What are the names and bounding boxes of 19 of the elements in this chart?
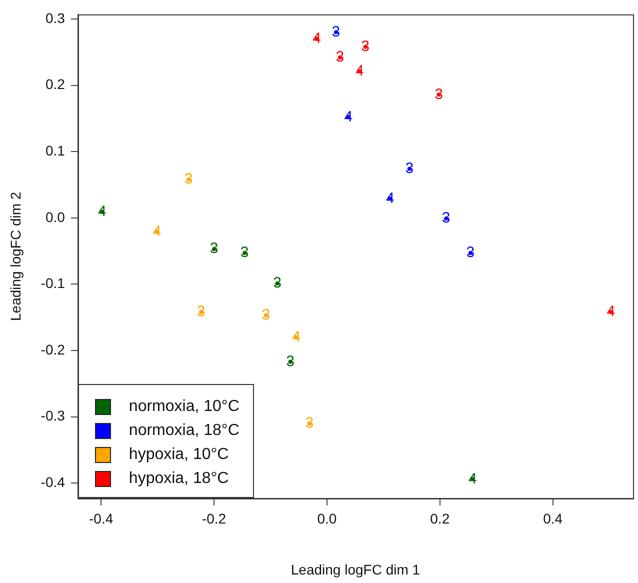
x-tick-label: 0.4 xyxy=(543,510,563,527)
y-tick-label: -0.4 xyxy=(40,474,66,490)
y-tick-label: 0.1 xyxy=(45,142,66,159)
y-tick-label: 0.3 xyxy=(45,10,66,26)
y-axis-title: Leading logFC dim 2 xyxy=(7,192,24,321)
y-tick-label: -0.1 xyxy=(40,275,66,292)
x-tick-label: -0.4 xyxy=(89,510,114,527)
x-tick-label: 0.2 xyxy=(430,510,450,527)
x-tick-label: 0.0 xyxy=(317,510,337,527)
legend-label: normoxia, 18°C xyxy=(128,422,240,440)
y-tick-label: 0.2 xyxy=(45,76,66,92)
legend-label: normoxia, 10°C xyxy=(128,398,240,416)
y-tick-label: -0.3 xyxy=(40,408,66,424)
x-axis-title: Leading logFC dim 1 xyxy=(290,561,420,578)
legend-label: hypoxia, 10°C xyxy=(128,446,229,464)
legend-label: hypoxia, 18°C xyxy=(128,470,229,488)
y-tick-label: 0.0 xyxy=(45,208,66,225)
y-tick-label: -0.2 xyxy=(40,341,66,358)
x-tick-label: -0.2 xyxy=(202,510,226,527)
